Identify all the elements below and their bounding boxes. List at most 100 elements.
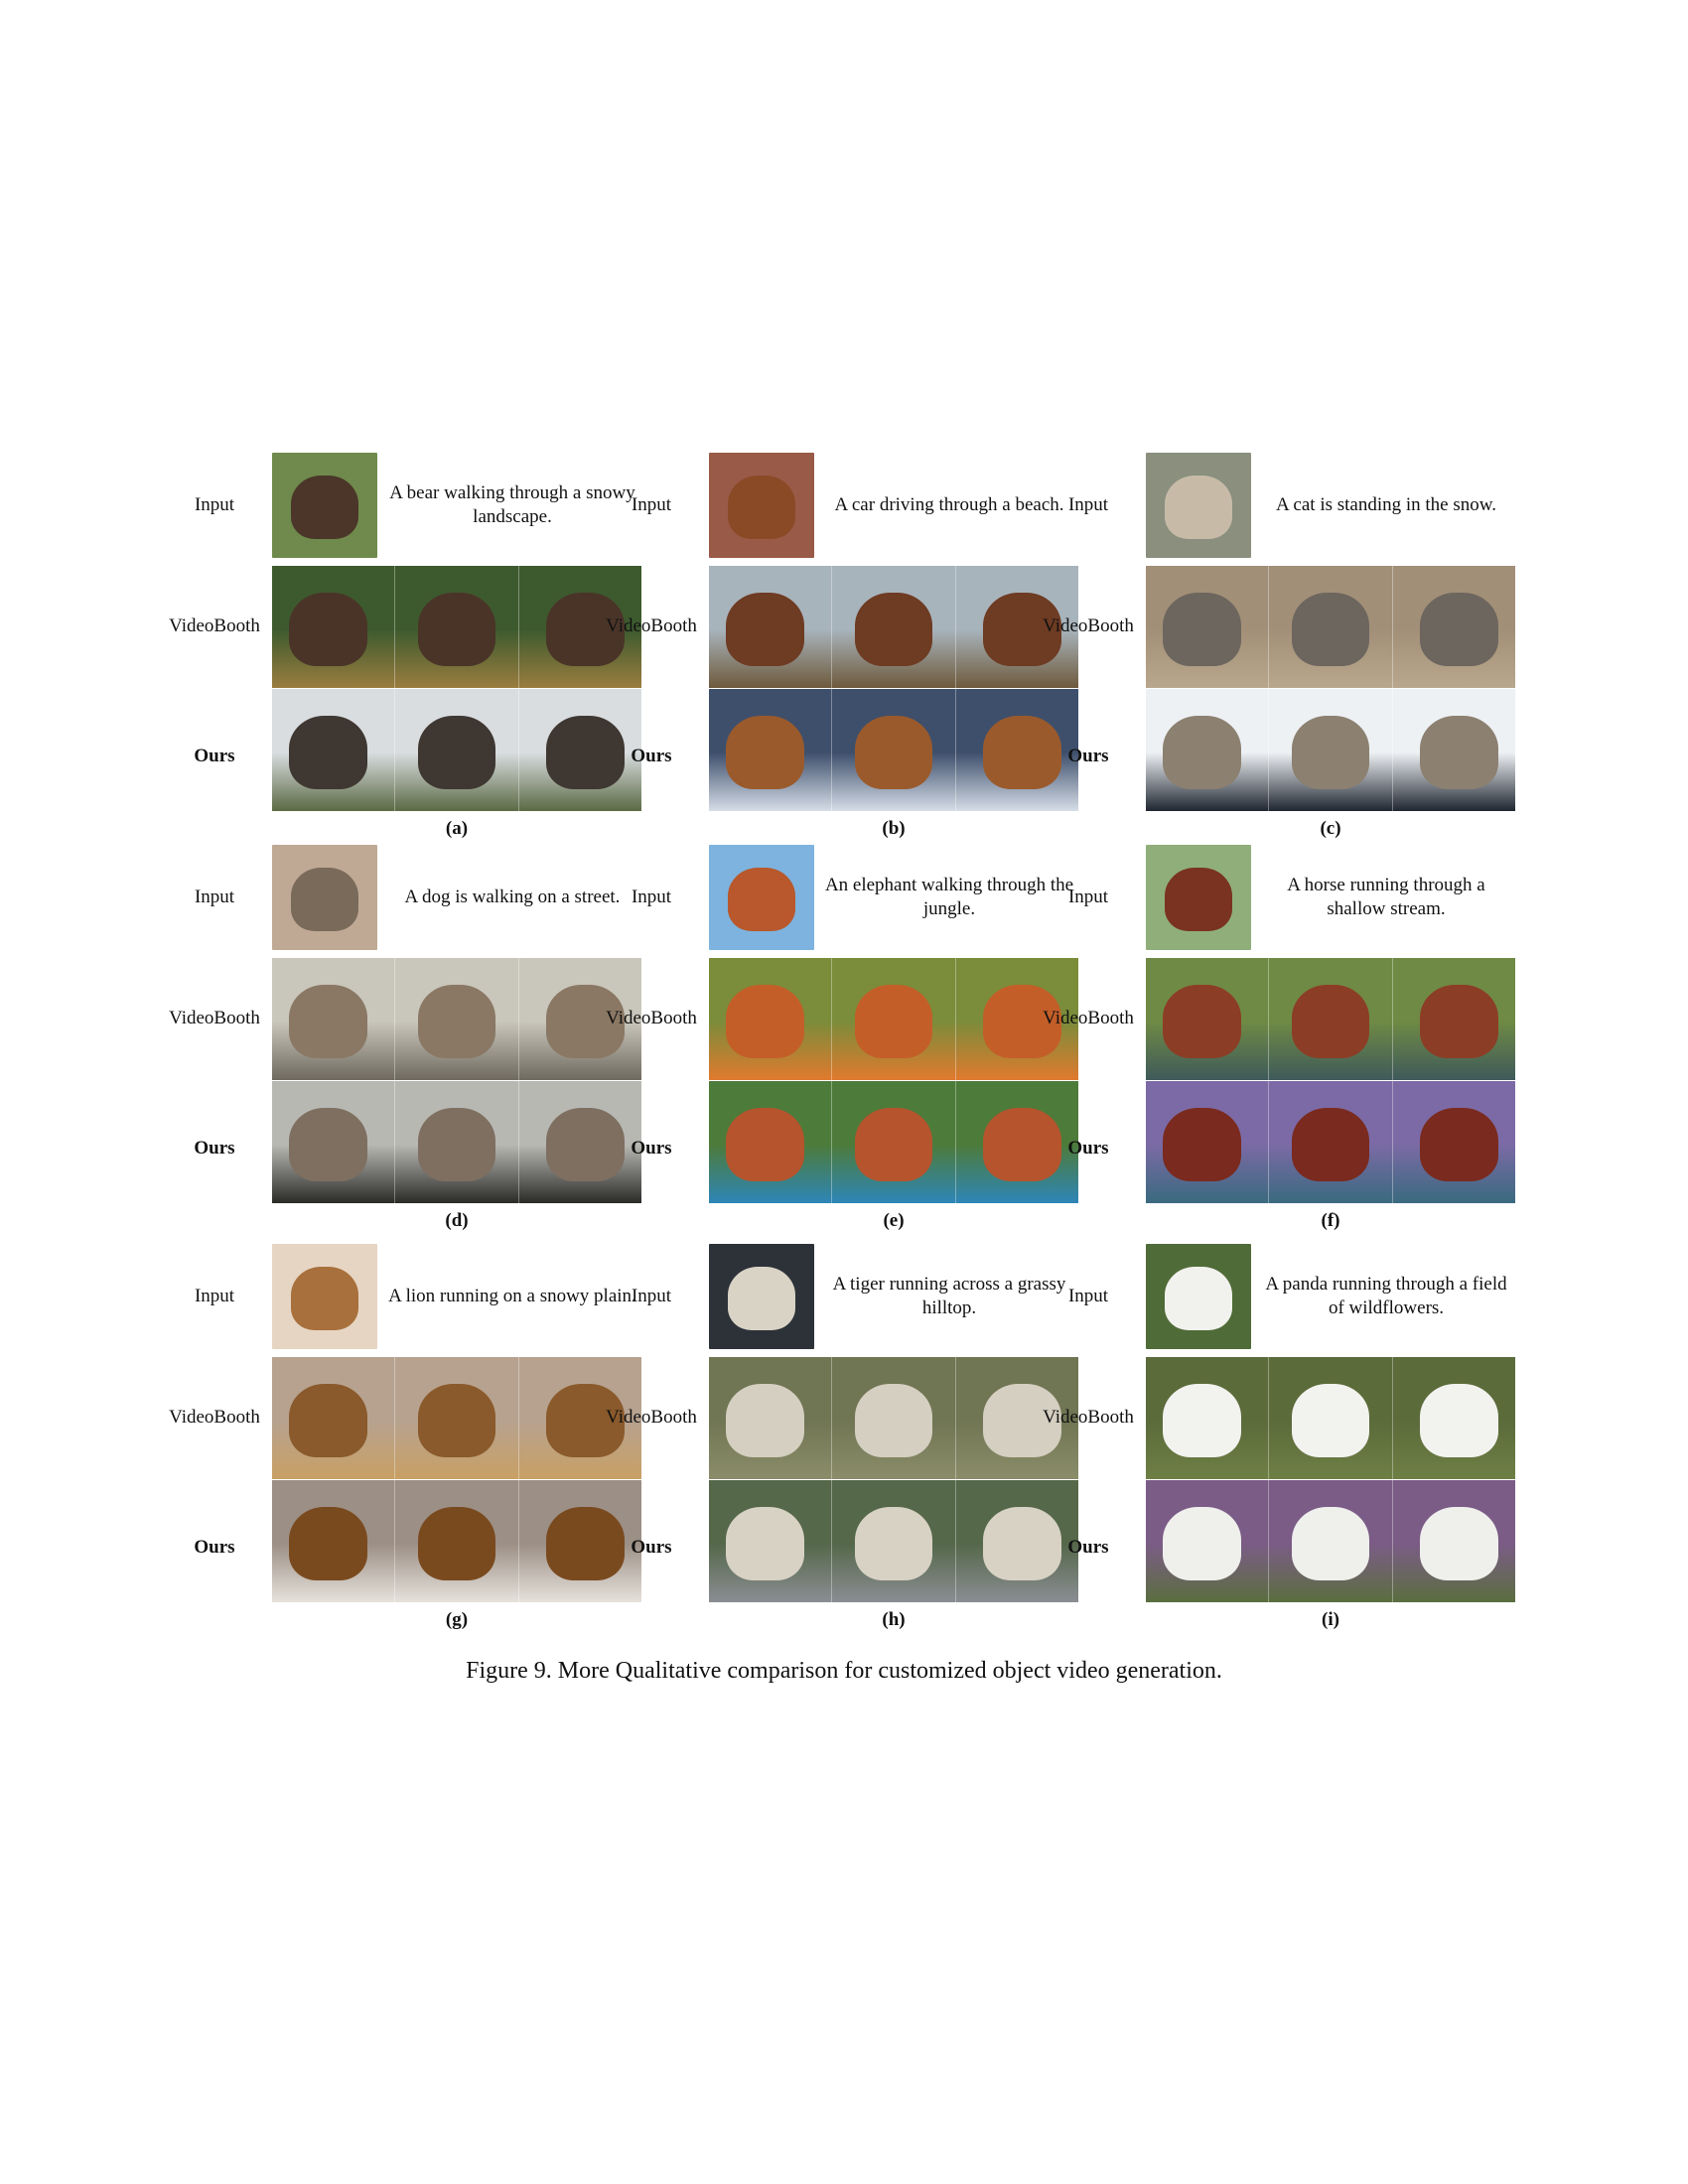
frame-subject [982,593,1061,666]
prompt-text: A lion running on a snowy plain. [388,1286,636,1306]
panel-h: Input VideoBooth Ours A tiger running acros… [606,1244,1078,1631]
ours-strip [1146,1081,1515,1203]
prompt-text: A cat is standing in the snow. [1276,494,1496,515]
input-subject [1165,476,1232,539]
video-frame [832,689,956,811]
videobooth-row-label: VideoBooth [169,1008,260,1028]
ours-row-label: Ours [631,746,672,766]
videobooth-strip [272,958,641,1080]
video-frame [832,1480,956,1602]
subfigure-label: (a) [445,818,469,839]
video-frame [518,1357,641,1479]
frame-subject [545,593,625,666]
video-frame [272,689,396,811]
frame-subject [1291,1384,1370,1457]
video-frame [1146,1480,1270,1602]
frame-subject [982,1108,1061,1181]
input-row-label: Input [194,887,235,907]
input-row-label: Input [1067,1286,1109,1306]
subfigure-label: (e) [883,1210,905,1231]
frame-subject [289,716,368,789]
video-frame [518,1081,641,1203]
frame-subject [982,1507,1061,1580]
video-frame [1269,958,1393,1080]
videobooth-row-label: VideoBooth [606,1407,697,1428]
input-image [709,453,814,558]
video-frame [1146,1357,1270,1479]
input-row-label: Input [631,494,672,515]
ours-strip [272,1081,641,1203]
video-frame [709,1357,833,1479]
video-frame [709,689,833,811]
video-frame [709,566,833,688]
prompt-text: An elephant walking through the jungle. [824,875,1074,919]
video-frame [395,1081,519,1203]
video-frame [395,958,519,1080]
ours-strip [272,689,641,811]
frame-subject [1291,985,1370,1058]
prompt-text: A bear walking through a snowy landscape… [389,482,635,527]
video-frame [395,1480,519,1602]
video-frame [1392,1357,1515,1479]
video-frame [1269,689,1393,811]
ours-row-label: Ours [194,1537,235,1558]
video-frame [272,1357,396,1479]
frame-subject [726,985,805,1058]
input-row-label: Input [1067,494,1109,515]
input-image [272,1244,377,1349]
frame-subject [854,593,933,666]
frame-subject [854,1507,933,1580]
prompt-text: A car driving through a beach. [834,494,1064,515]
subfigure-label: (d) [445,1210,469,1231]
frame-subject [545,1384,625,1457]
video-frame [1269,1480,1393,1602]
video-frame [1392,958,1515,1080]
ours-strip [709,689,1078,811]
frame-subject [1163,1384,1242,1457]
frame-subject [1419,985,1498,1058]
video-frame [395,1357,519,1479]
video-frame [1392,1480,1515,1602]
videobooth-row-label: VideoBooth [1043,1407,1134,1428]
frame-subject [1419,1384,1498,1457]
prompt-text: A horse running through a shallow stream… [1287,875,1485,919]
video-frame [1269,566,1393,688]
frame-subject [1291,716,1370,789]
videobooth-row-label: VideoBooth [606,1008,697,1028]
video-frame [395,566,519,688]
frame-subject [1291,1108,1370,1181]
subfigure-label: (f) [1321,1210,1340,1231]
frame-subject [417,985,496,1058]
panel-e: Input VideoBooth Ours An elephant walking t… [606,845,1078,1232]
videobooth-strip [1146,958,1515,1080]
video-frame [518,566,641,688]
video-frame [1392,689,1515,811]
input-image [1146,845,1251,950]
frame-subject [417,593,496,666]
input-image [1146,1244,1251,1349]
frame-subject [545,985,625,1058]
input-row-label: Input [631,887,672,907]
subfigure-label: (g) [445,1609,469,1630]
frame-subject [982,716,1061,789]
subfigure-label: (i) [1322,1609,1339,1630]
frame-subject [545,1108,625,1181]
ours-row-label: Ours [194,1138,235,1159]
video-frame [955,1081,1078,1203]
input-row-label: Input [194,494,235,515]
subfigure-label: (b) [882,818,906,839]
input-subject [728,1267,795,1330]
input-subject [291,1267,358,1330]
frame-subject [854,1384,933,1457]
frame-subject [417,1384,496,1457]
video-frame [832,1081,956,1203]
frame-subject [289,1384,368,1457]
prompt-text: A tiger running across a grassy hilltop. [832,1274,1066,1318]
input-image [272,845,377,950]
video-frame [1392,1081,1515,1203]
frame-subject [982,1384,1061,1457]
video-frame [955,1480,1078,1602]
panel-d: Input VideoBooth Ours A dog is walking on a… [169,845,641,1232]
frame-subject [726,1507,805,1580]
frame-subject [289,593,368,666]
